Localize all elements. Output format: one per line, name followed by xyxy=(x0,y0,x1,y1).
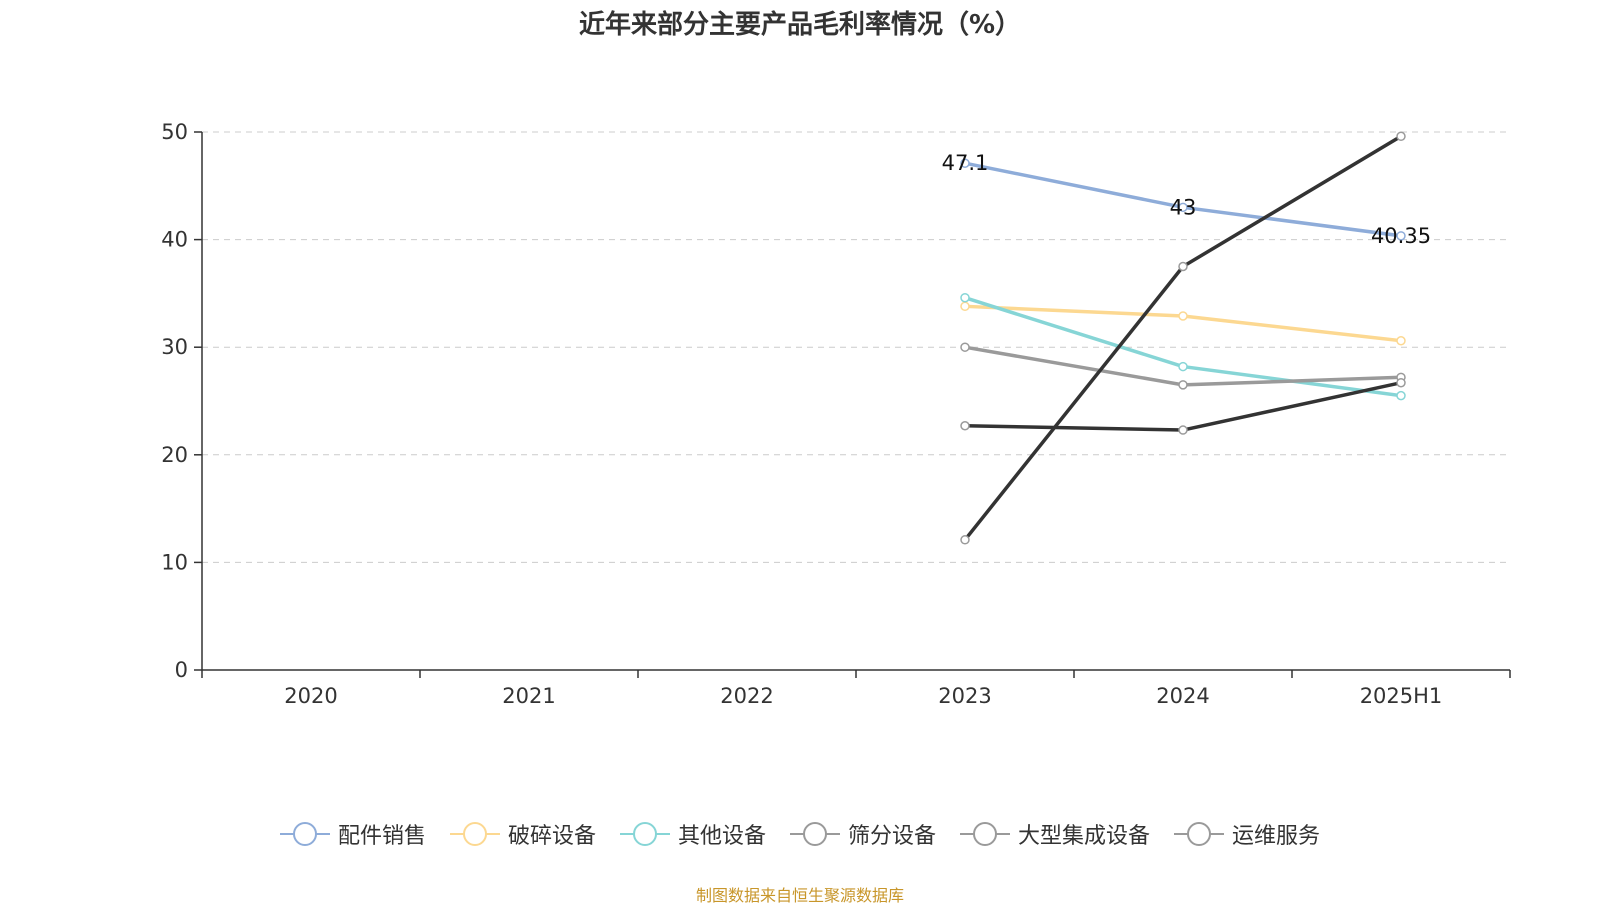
data-point xyxy=(1178,425,1188,435)
legend-swatch-icon xyxy=(790,821,840,847)
data-point xyxy=(960,342,970,352)
data-labels: 47.1 43 40.35 xyxy=(942,151,1431,248)
legend-item[interactable]: 运维服务 xyxy=(1174,818,1320,850)
series-line xyxy=(964,380,1402,432)
data-label: 47.1 xyxy=(942,151,989,175)
chart-title: 近年来部分主要产品毛利率情况（%） xyxy=(578,10,1022,40)
data-point xyxy=(1396,390,1406,401)
legend-item[interactable]: 配件销售 xyxy=(279,818,426,850)
legend-item[interactable]: 大型集成设备 xyxy=(960,818,1150,850)
legend-label: 其他设备 xyxy=(677,824,766,849)
data-point xyxy=(1396,131,1406,142)
legend-label: 大型集成设备 xyxy=(1018,824,1151,849)
legend-swatch-icon xyxy=(279,821,330,847)
data-point xyxy=(960,158,970,168)
y-tick-label: 30 xyxy=(161,335,188,359)
data-label: 40.35 xyxy=(1371,224,1431,248)
y-tick-label: 0 xyxy=(175,658,188,682)
legend-label: 运维服务 xyxy=(1232,824,1321,849)
legend-item[interactable]: 其他设备 xyxy=(619,818,766,850)
legend-swatch-icon xyxy=(449,821,500,847)
data-point xyxy=(1178,361,1188,372)
y-tick-label: 50 xyxy=(161,120,188,144)
legend: 配件销售 破碎设备 其他设备 筛分设备 大型集成设备 运维服务 xyxy=(0,818,1600,850)
data-point xyxy=(960,420,970,431)
x-tick-label: 2023 xyxy=(938,684,991,708)
legend-label: 筛分设备 xyxy=(848,824,937,849)
data-point xyxy=(960,301,970,312)
y-tick-label: 20 xyxy=(161,443,188,467)
grid-lines xyxy=(202,131,1510,563)
source-note: 制图数据来自恒生聚源数据库 xyxy=(695,886,904,905)
legend-swatch-icon xyxy=(960,821,1011,847)
data-point xyxy=(960,535,970,545)
data-point xyxy=(960,292,970,303)
x-tick-label: 2022 xyxy=(720,684,773,708)
data-point xyxy=(1178,202,1188,213)
series-lines xyxy=(960,131,1406,545)
legend-label: 配件销售 xyxy=(337,824,426,849)
data-point xyxy=(1396,335,1406,346)
data-point xyxy=(1178,311,1188,321)
legend-swatch-icon xyxy=(1174,821,1225,847)
data-point xyxy=(1178,261,1188,272)
data-point xyxy=(1396,377,1406,388)
y-tick-label: 40 xyxy=(161,228,188,252)
legend-item[interactable]: 筛分设备 xyxy=(790,818,936,850)
x-tick-label: 2024 xyxy=(1156,684,1209,708)
y-tick-label: 10 xyxy=(161,550,188,574)
data-label: 43 xyxy=(1170,195,1197,219)
x-tick-label: 2021 xyxy=(502,684,555,708)
axes: 0 10 20 30 40 50 2020 2021 2022 2023 2024 2025H1 xyxy=(161,120,1511,708)
legend-label: 破碎设备 xyxy=(507,824,596,849)
data-point xyxy=(1396,231,1406,241)
x-tick-label: 2020 xyxy=(284,684,337,708)
x-tick-label: 2025H1 xyxy=(1360,684,1443,708)
data-point xyxy=(1178,380,1188,390)
legend-item[interactable]: 破碎设备 xyxy=(449,818,596,850)
legend-swatch-icon xyxy=(619,821,670,847)
